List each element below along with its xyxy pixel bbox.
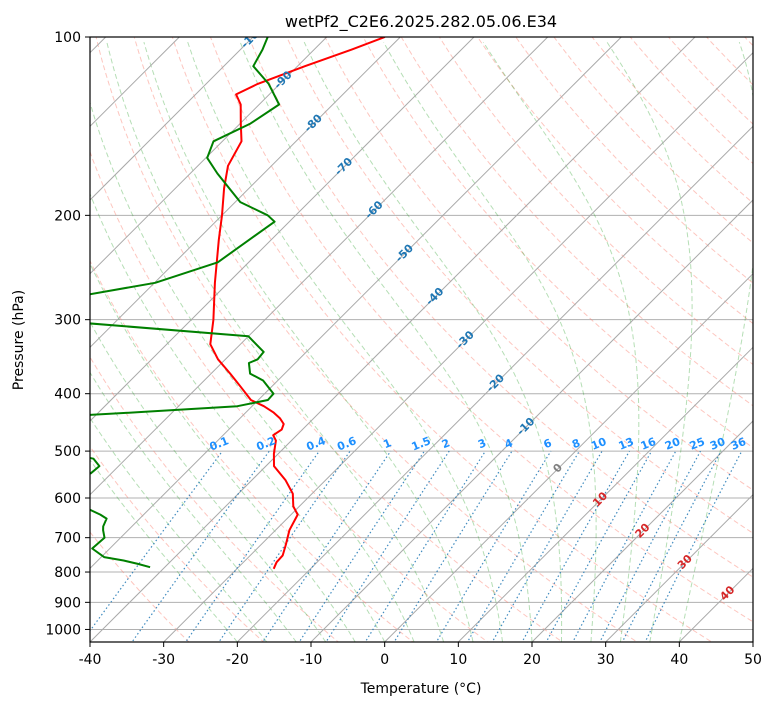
mixing-ratio-label: 30	[708, 435, 727, 453]
dry-adiabat	[400, 37, 753, 407]
mixing-ratio-line	[466, 450, 580, 642]
chart-title: wetPf2_C2E6.2025.282.05.06.E34	[285, 12, 557, 32]
isotherm-line	[457, 346, 753, 642]
x-tick-label: 20	[523, 652, 541, 668]
y-tick-label: 1000	[45, 622, 81, 638]
mixing-ratio-line	[491, 450, 603, 642]
isotherm-line	[163, 51, 753, 642]
x-tick-label: -30	[152, 652, 175, 668]
moist-adiabat	[90, 192, 386, 642]
x-tick-label: 10	[449, 652, 467, 668]
isotherm-line	[90, 37, 401, 349]
moist-adiabat	[90, 262, 356, 642]
mixing-ratio-line	[131, 450, 270, 642]
dry-adiabat	[362, 37, 753, 449]
isotherm-line	[90, 37, 475, 422]
dry-adiabat	[477, 37, 753, 325]
moist-adiabat	[303, 41, 563, 642]
mixing-ratio-line	[218, 450, 351, 642]
plot-frame	[89, 36, 754, 643]
axes: -40 -30 -20 -10 0 10 20 30 40 50 100 200 300 400 500 60…	[45, 30, 762, 668]
dry-adiabat	[553, 37, 753, 244]
mixing-ratio-label: 1	[381, 436, 393, 451]
isotherm-line	[90, 37, 696, 642]
y-tick-label: 900	[54, 595, 81, 611]
moist-adiabat	[90, 320, 327, 642]
mixing-ratio-label: 20	[663, 435, 682, 453]
dry-adiabat	[90, 531, 190, 642]
dry-adiabat	[591, 37, 753, 204]
dry-adiabat	[248, 37, 753, 578]
temperature-profile	[209, 37, 386, 570]
mixing-ratio-label: 16	[639, 435, 658, 453]
mixing-ratio-label: 25	[688, 435, 707, 453]
dry-adiabat	[90, 259, 414, 642]
mixing-ratio-label: 13	[617, 435, 636, 453]
x-tick-label: -10	[300, 652, 323, 668]
moist-adiabat	[143, 41, 474, 642]
isotherm-line	[90, 37, 549, 496]
x-tick-label: 0	[380, 652, 389, 668]
x-tick-label: 50	[744, 652, 762, 668]
isotherm-line	[90, 37, 622, 570]
moist-adiabat	[482, 41, 640, 642]
mixing-ratio-line	[325, 450, 450, 642]
x-tick-label: 30	[597, 652, 615, 668]
moist-adiabat	[239, 41, 533, 642]
x-tick-label: 40	[670, 652, 688, 668]
mixing-ratio-label: 8	[570, 436, 582, 451]
moist-adiabat	[90, 100, 415, 642]
y-tick-label: 100	[54, 30, 81, 46]
moist-adiabat	[90, 417, 268, 642]
dry-adiabat	[90, 150, 489, 642]
mixing-ratio-line	[185, 450, 320, 642]
plot-area	[90, 37, 753, 642]
y-tick-label: 600	[54, 491, 81, 507]
dry-adiabat	[209, 37, 753, 623]
y-tick-label: 700	[54, 531, 81, 547]
y-tick-label: 400	[54, 387, 81, 403]
y-tick-label: 200	[54, 208, 81, 224]
mixing-ratio-line	[435, 450, 552, 642]
dry-adiabat	[133, 37, 638, 642]
moist-adiabat	[383, 41, 597, 642]
isotherm-line	[605, 493, 753, 642]
mixing-ratio-line	[545, 450, 653, 642]
isotherm-line	[90, 37, 254, 201]
mixing-ratio-label: 3	[476, 436, 488, 451]
mixing-ratio-line	[262, 450, 392, 642]
mixing-ratio-line	[644, 450, 743, 642]
mixing-ratio-label: 10	[589, 435, 608, 453]
y-tick-label: 500	[54, 444, 81, 460]
moist-adiabat	[90, 458, 238, 642]
mixing-ratio-label: 36	[729, 435, 748, 453]
dry-adiabat	[171, 37, 713, 642]
x-axis-title: Temperature (°C)	[360, 681, 482, 697]
mixing-ratio-label: 2	[440, 436, 452, 451]
mixing-ratio-line	[298, 450, 425, 642]
dry-adiabat	[667, 37, 753, 125]
moist-adiabat	[187, 41, 503, 642]
moist-adiabat	[106, 41, 445, 642]
y-tick-label: 300	[54, 313, 81, 329]
isotherm-line	[384, 272, 753, 642]
moist-adiabat	[606, 41, 693, 642]
dry-adiabat	[90, 445, 265, 642]
isotherm-line	[236, 125, 753, 642]
isotherm-line	[531, 420, 753, 642]
x-tick-label: -40	[79, 652, 102, 668]
dry-adiabat	[286, 37, 753, 534]
y-axis-title: Pressure (hPa)	[11, 290, 27, 390]
moist-adiabat	[678, 41, 753, 642]
dry-adiabat	[95, 37, 564, 642]
dewpoint-profile	[90, 37, 281, 569]
isotherm-line	[310, 199, 753, 642]
y-tick-label: 800	[54, 565, 81, 581]
isotherm-line	[90, 37, 328, 275]
x-tick-label: -20	[226, 652, 249, 668]
